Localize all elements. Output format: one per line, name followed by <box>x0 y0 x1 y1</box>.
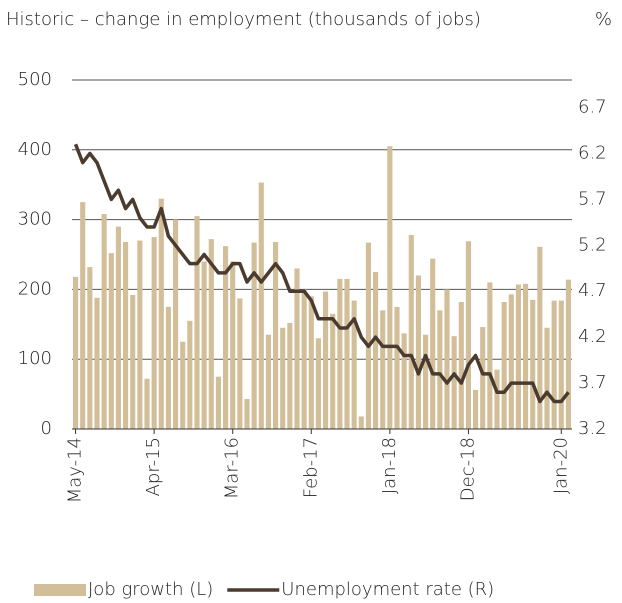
bar <box>73 276 79 429</box>
bar <box>194 216 200 429</box>
y2-axis-label: % <box>595 9 612 30</box>
bar <box>87 267 93 429</box>
bar <box>230 261 236 429</box>
bar <box>437 310 443 429</box>
bar <box>458 301 464 429</box>
bar <box>344 278 350 429</box>
legend-label: Unemployment rate (R) <box>281 579 494 600</box>
y2-tick-label: 4.7 <box>578 280 607 301</box>
bar <box>401 333 407 429</box>
bar <box>137 240 143 429</box>
bar <box>380 310 386 429</box>
bar <box>423 334 429 429</box>
bar <box>473 389 479 429</box>
bar <box>273 241 279 429</box>
y-tick-label: 500 <box>18 69 52 90</box>
bar <box>537 246 543 429</box>
bar <box>565 279 571 429</box>
y2-tick-label: 6.2 <box>578 142 607 163</box>
bar <box>408 234 414 429</box>
bar <box>394 306 400 429</box>
x-tick-label: Jan-18 <box>379 437 400 494</box>
bar <box>544 327 550 429</box>
line <box>73 143 570 404</box>
bar <box>94 297 100 429</box>
bar <box>358 416 364 429</box>
y-tick-label: 400 <box>18 139 52 160</box>
y2-tick-label: 4.2 <box>578 326 607 347</box>
bar <box>351 300 357 429</box>
bar <box>223 246 229 429</box>
x-tick-label: May-14 <box>65 437 86 503</box>
y2-tick-label: 6.7 <box>578 97 607 118</box>
bar <box>187 320 193 429</box>
x-tick-label: Dec-18 <box>457 437 478 501</box>
bar <box>280 327 286 429</box>
bar <box>258 182 264 429</box>
bar <box>558 300 564 429</box>
bar <box>444 289 450 429</box>
bar <box>165 306 171 429</box>
bar <box>180 341 186 429</box>
x-tick-label: Feb-17 <box>300 437 321 498</box>
bar <box>151 237 157 429</box>
y-tick-label: 100 <box>18 348 52 369</box>
y-tick-label: 300 <box>18 209 52 230</box>
bar <box>265 334 271 429</box>
bar <box>308 296 314 429</box>
bar <box>294 268 300 429</box>
y2-tick-label: 3.2 <box>578 418 607 439</box>
bar <box>287 322 293 429</box>
y2-tick-label: 5.2 <box>578 234 607 255</box>
bar <box>387 146 393 429</box>
bar <box>373 271 379 429</box>
bar <box>415 275 421 429</box>
bar <box>251 242 257 429</box>
y2-tick-label: 3.7 <box>578 372 607 393</box>
bar <box>551 300 557 429</box>
bar <box>523 283 529 429</box>
bar <box>515 284 521 429</box>
bar <box>337 278 343 429</box>
bar <box>330 313 336 429</box>
chart-title: Historic – change in employment (thousan… <box>6 9 481 30</box>
bar <box>487 282 493 429</box>
bar <box>315 338 321 429</box>
bar <box>480 327 486 429</box>
bar <box>123 241 129 429</box>
bar <box>108 253 114 429</box>
x-tick-label: Mar-16 <box>222 437 243 499</box>
bar <box>208 239 214 429</box>
x-tick-label: Apr-15 <box>143 437 164 496</box>
bar <box>144 378 150 429</box>
bar <box>465 241 471 429</box>
bar <box>237 298 243 429</box>
bar <box>508 294 514 429</box>
y2-tick-label: 5.7 <box>578 188 607 209</box>
bar <box>365 242 371 429</box>
y-tick-label: 200 <box>18 278 52 299</box>
bar <box>244 398 250 429</box>
bar <box>80 202 86 429</box>
bar <box>323 291 329 429</box>
bar <box>430 258 436 429</box>
bar <box>173 219 179 429</box>
bar <box>130 294 136 429</box>
bar <box>115 226 121 429</box>
bar <box>158 198 164 429</box>
bar <box>501 301 507 429</box>
bar <box>301 289 307 429</box>
bar <box>530 299 536 429</box>
bar <box>451 336 457 429</box>
bar <box>101 214 107 429</box>
legend-swatch <box>34 584 86 596</box>
legend-label: Job growth (L) <box>88 579 213 600</box>
y-tick-label: 0 <box>41 418 52 439</box>
x-tick-label: Jan-20 <box>550 437 571 494</box>
bar <box>494 369 500 429</box>
bar <box>215 376 221 429</box>
bar <box>201 261 207 429</box>
